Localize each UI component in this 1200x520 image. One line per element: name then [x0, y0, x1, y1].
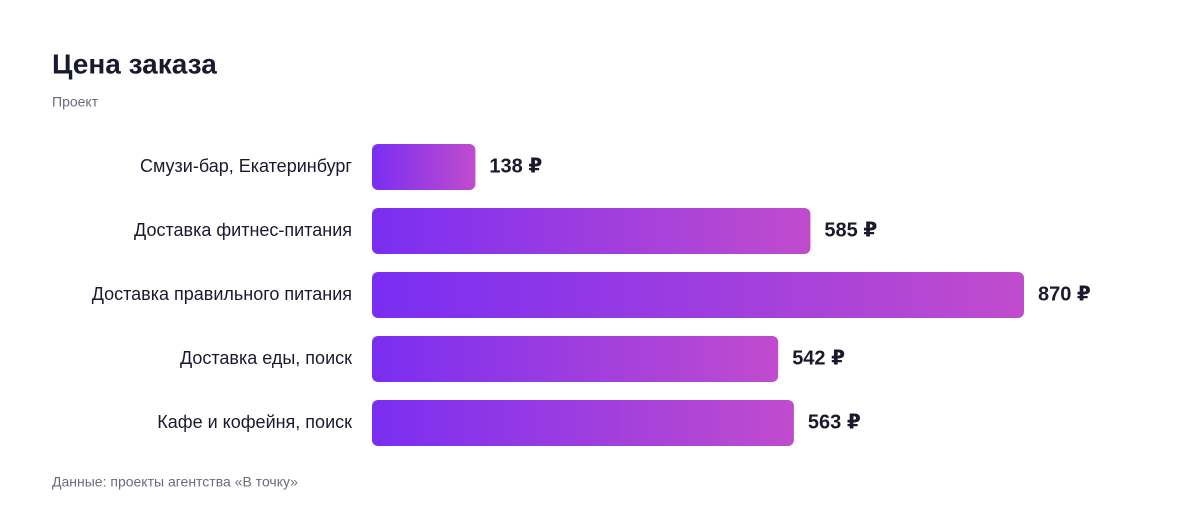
category-label: Доставка фитнес-питания — [134, 220, 352, 240]
category-label: Кафе и кофейня, поиск — [157, 412, 352, 432]
bar — [372, 336, 779, 382]
bar — [372, 272, 1024, 318]
value-label: 870 ₽ — [1038, 283, 1091, 305]
category-label: Смузи-бар, Екатеринбург — [140, 156, 352, 176]
chart-subtitle: Проект — [52, 94, 99, 110]
value-label: 138 ₽ — [489, 155, 542, 177]
source-note: Данные: проекты агентства «В точку» — [52, 474, 298, 490]
bar — [372, 400, 794, 446]
category-label: Доставка правильного питания — [92, 284, 352, 304]
value-label: 563 ₽ — [808, 411, 861, 433]
chart-title: Цена заказа — [52, 48, 217, 79]
category-label: Доставка еды, поиск — [180, 348, 352, 368]
value-label: 542 ₽ — [792, 347, 845, 369]
bar — [372, 208, 811, 254]
value-label: 585 ₽ — [824, 219, 877, 241]
bar — [372, 144, 476, 190]
